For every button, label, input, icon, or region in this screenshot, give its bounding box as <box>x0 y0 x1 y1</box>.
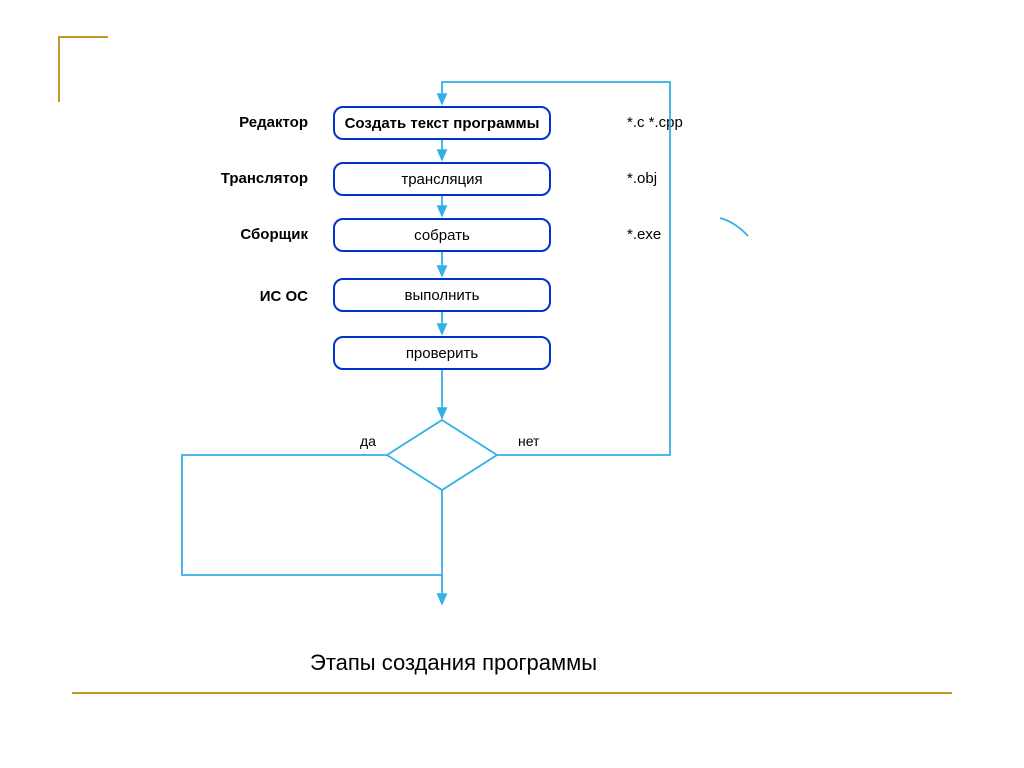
flow-node-run: выполнить <box>333 278 551 312</box>
flow-node-run-label: выполнить <box>405 287 480 304</box>
branch-yes-label: да <box>360 433 376 449</box>
flow-node-create: Создать текст программы <box>333 106 551 140</box>
left-label-linker: Сборщик <box>178 226 308 243</box>
right-label-src: *.c *.cpp <box>627 114 777 131</box>
left-label-editor: Редактор <box>178 114 308 131</box>
left-label-translator: Транслятор <box>178 170 308 187</box>
right-label-obj: *.obj <box>627 170 777 187</box>
decision-label: правильно? <box>402 448 482 463</box>
flow-node-check: проверить <box>333 336 551 370</box>
slide-corner-accent <box>58 36 108 102</box>
flow-node-translate-label: трансляция <box>401 171 482 188</box>
slide-bottom-divider <box>72 692 952 694</box>
diagram-caption: Этапы создания программы <box>310 650 597 676</box>
left-label-os: ИС ОС <box>178 288 308 305</box>
right-label-exe: *.exe <box>627 226 777 243</box>
flow-node-create-label: Создать текст программы <box>345 115 540 132</box>
branch-no-label: нет <box>518 433 539 449</box>
flow-node-link-label: собрать <box>414 227 470 244</box>
flow-node-link: собрать <box>333 218 551 252</box>
flow-node-check-label: проверить <box>406 345 478 362</box>
flow-node-translate: трансляция <box>333 162 551 196</box>
slide: Этапы создания программы Редактор Трансл… <box>0 0 1024 768</box>
